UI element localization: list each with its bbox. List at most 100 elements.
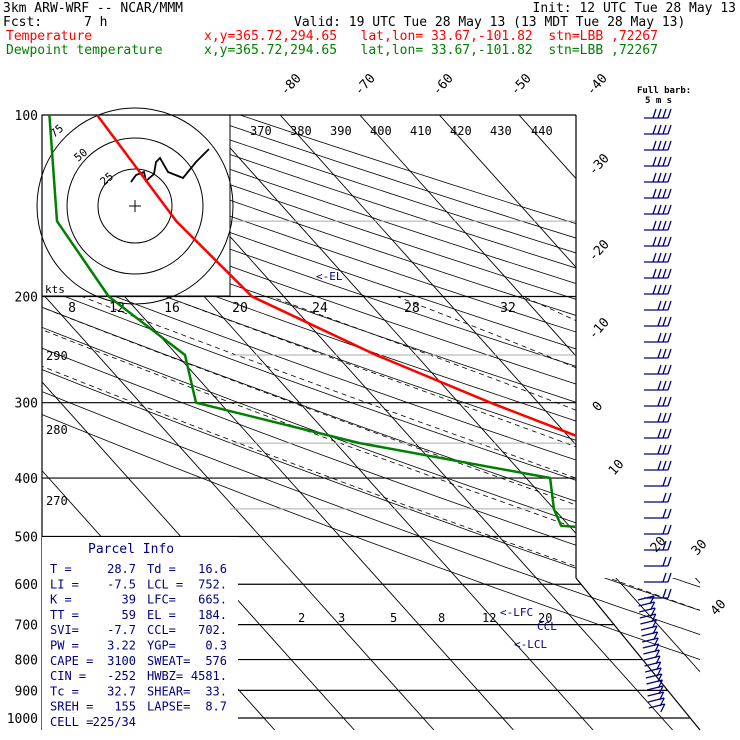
wind-barb-staff: [643, 649, 660, 655]
isotherm-label: 30: [689, 537, 711, 559]
dry-adiabat-line: [42, 115, 700, 730]
parcel-info-value: 576: [205, 654, 227, 668]
parcel-info-value: -7.5: [107, 577, 136, 591]
moist-adiabat-line: [42, 296, 700, 730]
wind-barb-flag: [652, 204, 657, 215]
pressure-label: 100: [15, 109, 38, 124]
dry-adiabat-line: [157, 115, 700, 730]
wind-barb-flag: [667, 252, 672, 263]
pressure-label: 300: [15, 397, 38, 412]
wind-barb-flag: [660, 703, 666, 713]
wind-barb-staff: [640, 625, 658, 631]
wind-barb-flag: [652, 172, 657, 183]
parcel-info-key: SVI=: [50, 623, 79, 637]
isotherm-label: 40: [708, 597, 730, 619]
wind-barb-flag: [662, 524, 667, 535]
dry-adiabat-line: [42, 115, 700, 730]
wind-barb-flag: [667, 108, 672, 119]
isotherm-line: [359, 115, 700, 730]
wind-barb-staff: [640, 619, 657, 625]
mixing-ratio-label: 2: [298, 611, 305, 625]
wind-barb-staff: [639, 613, 656, 619]
parcel-info-value: 155: [114, 700, 136, 714]
parcel-info-box: [42, 537, 238, 730]
wind-barb-flag: [662, 236, 667, 247]
dry-adiabat-label: 290: [46, 349, 68, 363]
parcel-info-key: CCL=: [147, 623, 176, 637]
wind-barb-flag: [657, 140, 662, 151]
parcel-info-value: 33.: [205, 684, 227, 698]
wind-barb-flag: [667, 572, 672, 583]
wind-barb-flag: [657, 156, 662, 167]
isotherm-label: -30: [586, 151, 613, 178]
wind-barb-flag: [652, 156, 657, 167]
wind-barb-staff: [638, 601, 655, 607]
hodograph-ring: [36, 107, 234, 305]
wind-barb-flag: [657, 172, 662, 183]
wind-barb-flag: [657, 428, 662, 439]
dry-adiabat-line: [42, 115, 700, 730]
wind-barb-flag: [662, 508, 667, 519]
pressure-label: 1000: [7, 712, 38, 727]
parcel-info-key: LAPSE=: [147, 700, 190, 714]
wind-barb-flag: [657, 252, 662, 263]
wind-barb-flag: [667, 284, 672, 295]
wind-barb-flag: [657, 444, 662, 455]
wind-barb-flag: [667, 444, 672, 455]
dry-adiabat-label: 270: [46, 494, 68, 508]
full-barb-units: 5 m s: [645, 96, 672, 106]
wind-barb-flag: [667, 204, 672, 215]
isotherm-line: [200, 115, 700, 730]
wind-barb-flag: [657, 412, 662, 423]
dry-adiabat-label: 370: [250, 124, 272, 138]
parcel-info-value: 752.: [198, 577, 227, 591]
valid-time: Valid: 19 UTC Tue 28 May 13 (13 MDT Tue …: [294, 15, 686, 30]
dry-adiabat-line: [42, 115, 700, 730]
wind-barb-flag: [662, 140, 667, 151]
dewpoint-legend-label: Dewpoint temperature: [6, 43, 163, 58]
mixing-ratio-label: 20: [538, 611, 552, 625]
isotherm-label: 20: [648, 534, 670, 556]
wind-barb-flag: [657, 348, 662, 359]
dry-adiabat-line: [42, 115, 700, 730]
wind-barb-flag: [667, 540, 672, 551]
dry-adiabat-label: 380: [290, 124, 312, 138]
pressure-label: 700: [15, 619, 38, 634]
wind-barb-flag: [667, 188, 672, 199]
parcel-info-key: HWBZ=: [147, 669, 183, 683]
wind-barb-flag: [657, 204, 662, 215]
moist-adiabat-line: [42, 296, 700, 730]
dry-adiabat-line: [42, 115, 700, 730]
parcel-info-key: SHEAR=: [147, 684, 190, 698]
wind-barb-flag: [667, 140, 672, 151]
wind-barb-staff: [641, 631, 658, 637]
wind-barb-flag: [652, 236, 657, 247]
isotherm-label: -20: [586, 237, 613, 264]
isotherm-label: -40: [584, 71, 611, 98]
wind-barb-flag: [657, 188, 662, 199]
lcl-marker: <-LCL: [514, 638, 547, 651]
wind-barb-flag: [657, 236, 662, 247]
wind-barb-flag: [662, 172, 667, 183]
wind-barb-flag: [667, 268, 672, 279]
parcel-info-key: LI =: [50, 577, 79, 591]
isotherm-label: 0: [590, 399, 606, 415]
parcel-info-value: 0.3: [205, 639, 227, 653]
wind-barb-flag: [657, 364, 662, 375]
wind-barb-flag: [667, 396, 672, 407]
isotherm-label: -50: [508, 71, 535, 98]
wind-barb-flag: [662, 300, 667, 311]
hodograph-units: kts: [45, 283, 65, 296]
pressure-label: 600: [15, 578, 38, 593]
wind-barb-flag: [667, 220, 672, 231]
wind-barb-flag: [667, 300, 672, 311]
wind-barb-staff: [644, 661, 661, 667]
isotherm-label: -10: [586, 315, 613, 342]
parcel-info-key: SWEAT=: [147, 654, 190, 668]
wind-barb-flag: [662, 108, 667, 119]
parcel-info-value: 16.6: [198, 562, 227, 576]
parcel-info-value: 32.7: [107, 684, 136, 698]
wind-barb-flag: [652, 252, 657, 263]
mixing-ratio-label: 8: [438, 611, 445, 625]
parcel-info-value: 702.: [198, 623, 227, 637]
